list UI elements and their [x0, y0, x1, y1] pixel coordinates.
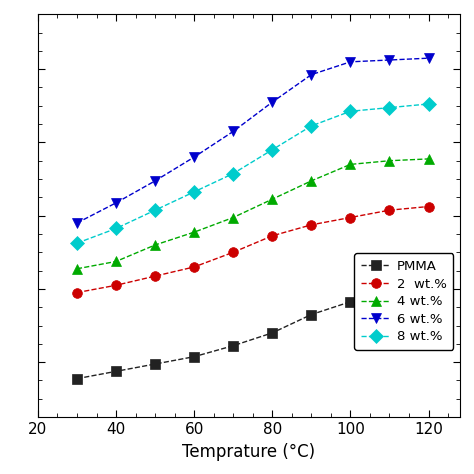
Line: PMMA: PMMA — [72, 293, 433, 383]
X-axis label: Temprature (°C): Temprature (°C) — [182, 443, 315, 461]
PMMA — [387, 297, 392, 303]
2  wt.% — [113, 283, 119, 288]
Line: 2  wt.%: 2 wt.% — [72, 201, 433, 298]
8 wt.% — [426, 101, 431, 107]
PMMA — [269, 330, 275, 336]
2  wt.% — [309, 222, 314, 228]
6 wt.% — [191, 154, 197, 160]
8 wt.% — [152, 207, 158, 213]
PMMA — [309, 312, 314, 318]
6 wt.% — [426, 55, 431, 61]
2  wt.% — [230, 249, 236, 255]
Line: 4 wt.%: 4 wt.% — [72, 154, 433, 273]
2  wt.% — [191, 264, 197, 270]
4 wt.% — [191, 229, 197, 235]
Line: 6 wt.%: 6 wt.% — [72, 53, 433, 228]
6 wt.% — [347, 59, 353, 64]
4 wt.% — [269, 196, 275, 202]
8 wt.% — [191, 189, 197, 195]
2  wt.% — [152, 273, 158, 279]
4 wt.% — [113, 259, 119, 264]
6 wt.% — [230, 128, 236, 134]
PMMA — [426, 295, 431, 301]
2  wt.% — [426, 204, 431, 210]
8 wt.% — [387, 105, 392, 110]
4 wt.% — [152, 242, 158, 248]
6 wt.% — [387, 57, 392, 63]
PMMA — [74, 376, 80, 382]
6 wt.% — [269, 99, 275, 105]
4 wt.% — [309, 178, 314, 184]
4 wt.% — [347, 162, 353, 167]
2  wt.% — [269, 233, 275, 238]
2  wt.% — [387, 207, 392, 213]
8 wt.% — [74, 240, 80, 246]
2  wt.% — [74, 290, 80, 295]
2  wt.% — [347, 215, 353, 220]
6 wt.% — [74, 220, 80, 226]
PMMA — [347, 299, 353, 305]
8 wt.% — [269, 147, 275, 153]
4 wt.% — [426, 156, 431, 162]
Line: 8 wt.%: 8 wt.% — [72, 99, 433, 248]
4 wt.% — [74, 266, 80, 272]
PMMA — [152, 361, 158, 367]
4 wt.% — [387, 158, 392, 164]
PMMA — [191, 354, 197, 360]
4 wt.% — [230, 215, 236, 220]
PMMA — [230, 343, 236, 348]
6 wt.% — [152, 178, 158, 184]
Legend: PMMA, 2  wt.%, 4 wt.%, 6 wt.%, 8 wt.%: PMMA, 2 wt.%, 4 wt.%, 6 wt.%, 8 wt.% — [355, 254, 453, 350]
8 wt.% — [230, 171, 236, 176]
PMMA — [113, 368, 119, 374]
6 wt.% — [113, 200, 119, 206]
6 wt.% — [309, 72, 314, 77]
8 wt.% — [347, 109, 353, 114]
8 wt.% — [113, 226, 119, 231]
8 wt.% — [309, 123, 314, 129]
